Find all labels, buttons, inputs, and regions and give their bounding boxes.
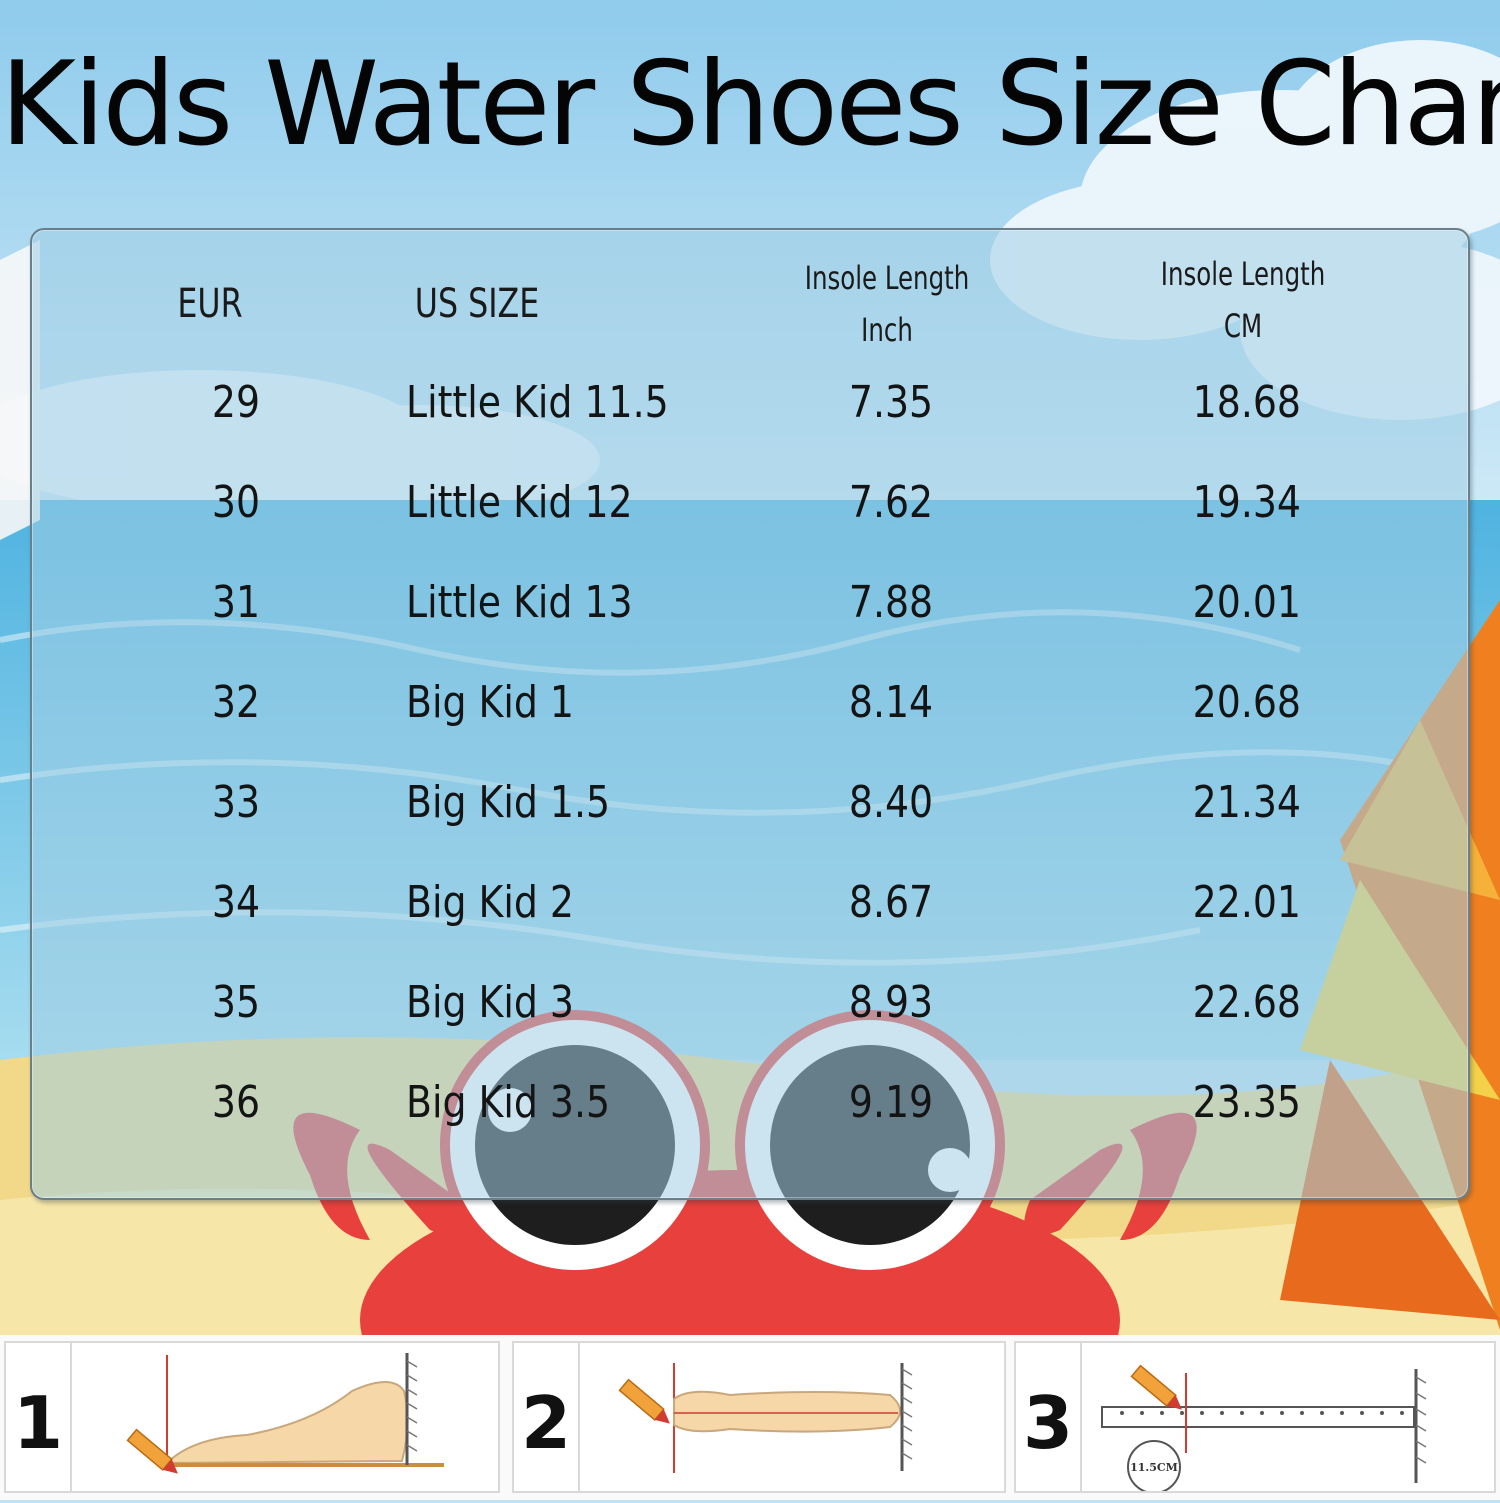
table-row: 30 Little Kid 12 7.62 19.34	[32, 453, 1472, 553]
cell-us-size: Big Kid 3	[406, 977, 574, 1028]
cell-insole-inch: 9.19	[848, 1077, 934, 1128]
header-us-size: US SIZE	[414, 281, 540, 327]
header-insole-cm-line1: Insole Length	[1160, 255, 1326, 293]
cell-insole-cm: 19.34	[1192, 477, 1302, 528]
step-1: 1	[4, 1341, 500, 1493]
cell-insole-cm: 22.68	[1192, 977, 1302, 1028]
page-title: Kids Water Shoes Size Chart	[0, 37, 1500, 172]
cell-us-size: Big Kid 1.5	[406, 777, 611, 828]
cell-insole-inch: 7.62	[848, 477, 934, 528]
table-row: 33 Big Kid 1.5 8.40 21.34	[32, 753, 1472, 853]
measuring-steps: 1 2	[0, 1335, 1500, 1500]
step-2: 2	[512, 1341, 1006, 1493]
ruler-measure-icon: 11.5CM	[1101, 1364, 1427, 1491]
cell-insole-cm: 23.35	[1192, 1077, 1302, 1128]
cell-eur: 33	[211, 777, 261, 828]
table-row: 35 Big Kid 3 8.93 22.68	[32, 953, 1472, 1053]
cell-eur: 35	[211, 977, 261, 1028]
cell-insole-cm: 20.01	[1192, 577, 1302, 628]
cell-insole-inch: 7.35	[848, 377, 934, 428]
table-row: 34 Big Kid 2 8.67 22.01	[32, 853, 1472, 953]
cell-insole-cm: 20.68	[1192, 677, 1302, 728]
size-chart-table: EUR US SIZE Insole Length Inch Insole Le…	[30, 228, 1470, 1200]
cell-us-size: Little Kid 12	[406, 477, 633, 528]
foot-side-measure-icon	[126, 1353, 444, 1474]
table-row: 31 Little Kid 13 7.88 20.01	[32, 553, 1472, 653]
cell-eur: 34	[211, 877, 261, 928]
cell-us-size: Little Kid 13	[406, 577, 633, 628]
step-number: 3	[1016, 1343, 1082, 1491]
cell-insole-cm: 21.34	[1192, 777, 1302, 828]
table-row: 36 Big Kid 3.5 9.19 23.35	[32, 1053, 1472, 1153]
cell-insole-cm: 22.01	[1192, 877, 1302, 928]
step-3: 3 11.5CM	[1014, 1341, 1496, 1493]
step-number: 1	[6, 1343, 72, 1491]
cell-eur: 31	[211, 577, 261, 628]
cell-insole-inch: 8.67	[848, 877, 934, 928]
cell-us-size: Big Kid 2	[406, 877, 574, 928]
cell-eur: 30	[211, 477, 261, 528]
cell-insole-inch: 8.40	[848, 777, 934, 828]
ruler-label: 11.5CM	[1130, 1461, 1178, 1474]
foot-top-measure-icon	[618, 1363, 913, 1473]
cell-us-size: Big Kid 3.5	[406, 1077, 611, 1128]
cell-us-size: Big Kid 1	[406, 677, 574, 728]
header-insole-cm-line2: CM	[1223, 307, 1263, 345]
step-number: 2	[514, 1343, 580, 1491]
table-row: 29 Little Kid 11.5 7.35 18.68	[32, 353, 1472, 453]
header-eur: EUR	[177, 281, 243, 327]
cell-insole-inch: 7.88	[848, 577, 934, 628]
cell-insole-inch: 8.93	[848, 977, 934, 1028]
cell-eur: 36	[211, 1077, 261, 1128]
header-insole-inch-line1: Insole Length	[804, 259, 970, 297]
cell-eur: 29	[211, 377, 261, 428]
header-insole-inch-line2: Inch	[861, 311, 913, 349]
table-row: 32 Big Kid 1 8.14 20.68	[32, 653, 1472, 753]
cell-eur: 32	[211, 677, 261, 728]
cell-insole-inch: 8.14	[848, 677, 934, 728]
cell-us-size: Little Kid 11.5	[406, 377, 669, 428]
cell-insole-cm: 18.68	[1192, 377, 1302, 428]
